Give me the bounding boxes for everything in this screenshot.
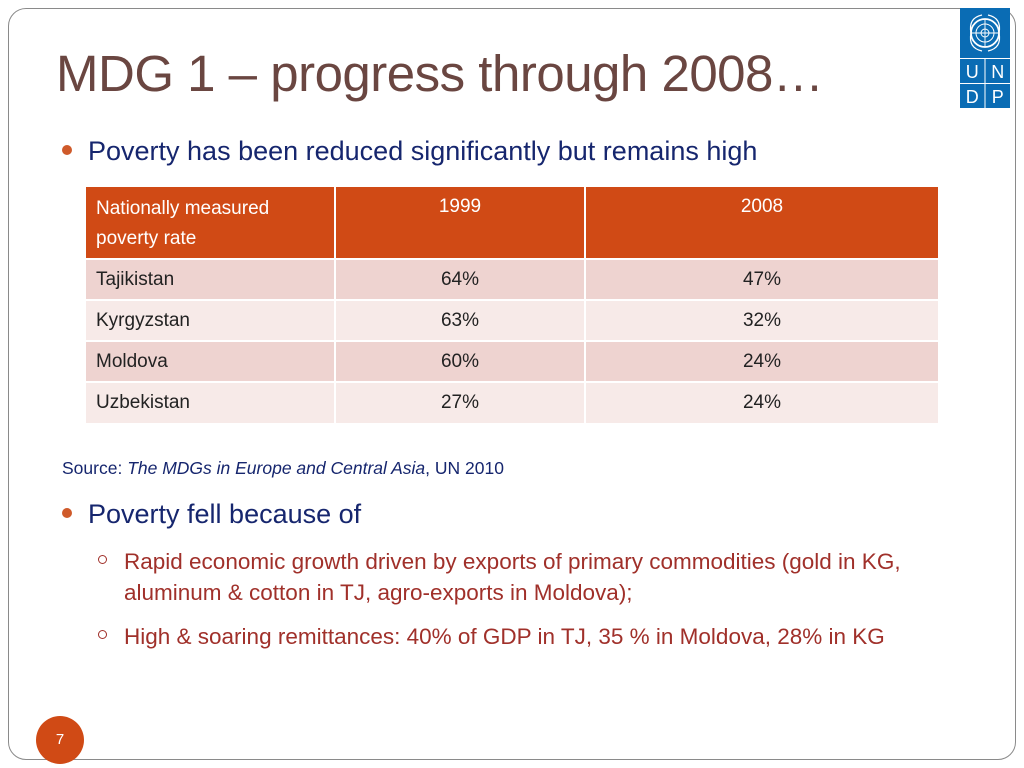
bullet-text: Poverty fell because of bbox=[88, 499, 362, 529]
table-row: Moldova 60% 24% bbox=[86, 340, 938, 382]
bullet-poverty-reduced: Poverty has been reduced significantly b… bbox=[62, 136, 757, 167]
sub-bullet-text: High & soaring remittances: 40% of GDP i… bbox=[124, 624, 885, 649]
slide-title: MDG 1 – progress through 2008… bbox=[56, 45, 824, 102]
sub-bullet-icon bbox=[98, 630, 107, 639]
logo-letter-u: U bbox=[966, 62, 979, 82]
poverty-table: Nationally measured poverty rate 1999 20… bbox=[86, 187, 938, 423]
sub-bullet-text: Rapid economic growth driven by exports … bbox=[124, 549, 901, 605]
value-cell: 63% bbox=[335, 299, 586, 341]
header-cell: Nationally measured poverty rate bbox=[86, 187, 336, 259]
bullet-poverty-fell: Poverty fell because of bbox=[62, 499, 361, 530]
country-cell: Moldova bbox=[86, 340, 336, 382]
country-cell: Tajikistan bbox=[86, 258, 336, 300]
source-suffix: , UN 2010 bbox=[425, 458, 504, 478]
bullet-icon bbox=[62, 144, 72, 155]
value-cell: 60% bbox=[335, 340, 586, 382]
table-row: Kyrgyzstan 63% 32% bbox=[86, 299, 938, 341]
header-cell: 2008 bbox=[585, 187, 938, 259]
table-header-row: Nationally measured poverty rate 1999 20… bbox=[86, 187, 938, 259]
value-cell: 47% bbox=[585, 258, 938, 300]
un-emblem-icon bbox=[969, 14, 1001, 52]
value-cell: 24% bbox=[585, 340, 938, 382]
logo-letter-p: P bbox=[992, 87, 1004, 107]
value-cell: 24% bbox=[585, 381, 938, 423]
source-citation: Source: The MDGs in Europe and Central A… bbox=[62, 458, 504, 479]
country-cell: Uzbekistan bbox=[86, 381, 336, 423]
logo-letter-d: D bbox=[966, 87, 979, 107]
sub-bullet-remittances: High & soaring remittances: 40% of GDP i… bbox=[98, 621, 958, 652]
country-cell: Kyrgyzstan bbox=[86, 299, 336, 341]
value-cell: 64% bbox=[335, 258, 586, 300]
table-row: Tajikistan 64% 47% bbox=[86, 258, 938, 300]
sub-bullet-icon bbox=[98, 555, 107, 564]
value-cell: 32% bbox=[585, 299, 938, 341]
logo-letter-n: N bbox=[991, 62, 1004, 82]
bullet-text: Poverty has been reduced significantly b… bbox=[88, 136, 758, 166]
source-title: The MDGs in Europe and Central Asia bbox=[127, 458, 426, 478]
source-prefix: Source: bbox=[62, 458, 128, 478]
header-cell: 1999 bbox=[335, 187, 586, 259]
value-cell: 27% bbox=[335, 381, 586, 423]
page-number-badge: 7 bbox=[36, 716, 84, 764]
undp-logo: U N D P bbox=[960, 8, 1010, 108]
slide-frame bbox=[8, 8, 1016, 760]
bullet-icon bbox=[62, 507, 72, 518]
table-row: Uzbekistan 27% 24% bbox=[86, 381, 938, 423]
sub-bullet-growth: Rapid economic growth driven by exports … bbox=[98, 546, 958, 608]
